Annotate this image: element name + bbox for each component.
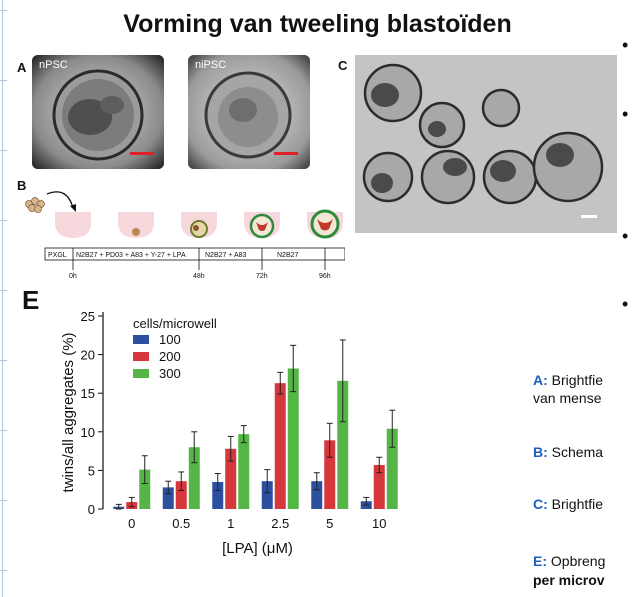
x-tick-label: 1 [227, 516, 234, 531]
guide-tick [0, 360, 7, 361]
y-tick-label: 10 [81, 425, 95, 440]
bullet-point: • [622, 104, 629, 124]
x-tick-label: 5 [326, 516, 333, 531]
legend-label-200: 200 [159, 349, 181, 364]
bar-300-0.5 [188, 447, 200, 509]
bar-200-0.5 [175, 481, 187, 509]
time-48h: 48h [193, 273, 205, 280]
npsc-label: nPSC [39, 59, 68, 71]
bar-300-5 [337, 380, 349, 509]
legend-swatch-100 [133, 335, 149, 344]
time-96h: 96h [319, 273, 331, 280]
legend-swatch-200 [133, 352, 149, 361]
bullet-point: • [622, 226, 629, 246]
x-tick-label: 10 [372, 516, 386, 531]
scale-bar [274, 152, 298, 155]
npsc-brightfield-image: nPSC [32, 55, 164, 169]
time-0h: 0h [69, 273, 77, 280]
caption-c: C: Brightfie [533, 496, 604, 512]
slide-edge-line [2, 0, 3, 597]
panel-b-letter: B [17, 178, 27, 193]
guide-tick [0, 10, 7, 11]
bar-100-5 [311, 481, 323, 509]
twin-blastoids-brightfield-image [355, 55, 617, 233]
y-tick-label: 25 [81, 309, 95, 324]
y-tick-label: 5 [88, 463, 95, 478]
guide-tick [0, 500, 7, 501]
legend-label-100: 100 [159, 332, 181, 347]
guide-tick [0, 290, 7, 291]
y-tick-label: 15 [81, 386, 95, 401]
panel-c-letter: C [338, 58, 348, 73]
scale-bar [130, 152, 154, 155]
timeline-cell-phase2: N2B27 + A83 [205, 252, 247, 259]
bullet-point: • [622, 294, 629, 314]
caption-e: E: Opbreng [533, 553, 606, 569]
legend-title: cells/microwell [133, 316, 217, 331]
guide-tick [0, 80, 7, 81]
cell-cluster-icon [25, 197, 45, 213]
guide-tick [0, 570, 7, 571]
legend-label-300: 300 [159, 366, 181, 381]
timeline-cell-phase3: N2B27 [277, 252, 299, 259]
slide-title: Vorming van tweeling blastoïden [123, 10, 512, 38]
y-tick-label: 20 [81, 348, 95, 363]
timeline-cell-pxgl: PXGL [48, 252, 67, 259]
guide-tick [0, 150, 7, 151]
legend-swatch-300 [133, 369, 149, 378]
lpa-twin-bar-chart: 0 5 10 15 20 25 twins/all aggregates (%) 0 0.5 1 2… [60, 309, 398, 557]
bullet-point: • [622, 35, 629, 55]
guide-tick [0, 220, 7, 221]
bar-300-1 [238, 434, 250, 509]
arrow-icon [46, 191, 74, 209]
bar-100-2.5 [261, 481, 273, 509]
nipsc-label: niPSC [195, 59, 227, 71]
guide-tick [0, 430, 7, 431]
panel-e-letter: E [22, 285, 40, 315]
timeline-cell-phase1: N2B27 + PD03 + A83 + Y-27 + LPA [76, 252, 186, 259]
protocol-schematic: PXGL N2B27 + PD03 + A83 + Y-27 + LPA N2B… [25, 191, 345, 280]
bar-200-10 [373, 464, 385, 509]
caption-b: B: Schema [533, 444, 604, 460]
caption-a-line2: van mense [533, 390, 602, 406]
panel-a-letter: A [17, 60, 27, 75]
nipsc-brightfield-image: niPSC [188, 55, 310, 169]
y-tick-label: 0 [88, 502, 95, 517]
bar-300-0 [139, 469, 151, 509]
bar-200-5 [324, 440, 336, 509]
bar-200-2.5 [274, 383, 286, 509]
bar-300-10 [386, 428, 398, 509]
bar-200-1 [225, 448, 237, 509]
time-72h: 72h [256, 273, 268, 280]
x-tick-label: 0.5 [172, 516, 190, 531]
x-axis-label: [LPA] (μM) [222, 540, 293, 557]
x-tick-label: 2.5 [271, 516, 289, 531]
x-tick-label: 0 [128, 516, 135, 531]
bar-300-2.5 [287, 368, 299, 509]
bar-100-1 [212, 481, 224, 509]
caption-a: A: Brightfie [533, 372, 604, 388]
bar-100-0.5 [162, 487, 174, 509]
y-axis-label: twins/all aggregates (%) [60, 332, 77, 492]
caption-e-line2: per microv [533, 572, 605, 588]
